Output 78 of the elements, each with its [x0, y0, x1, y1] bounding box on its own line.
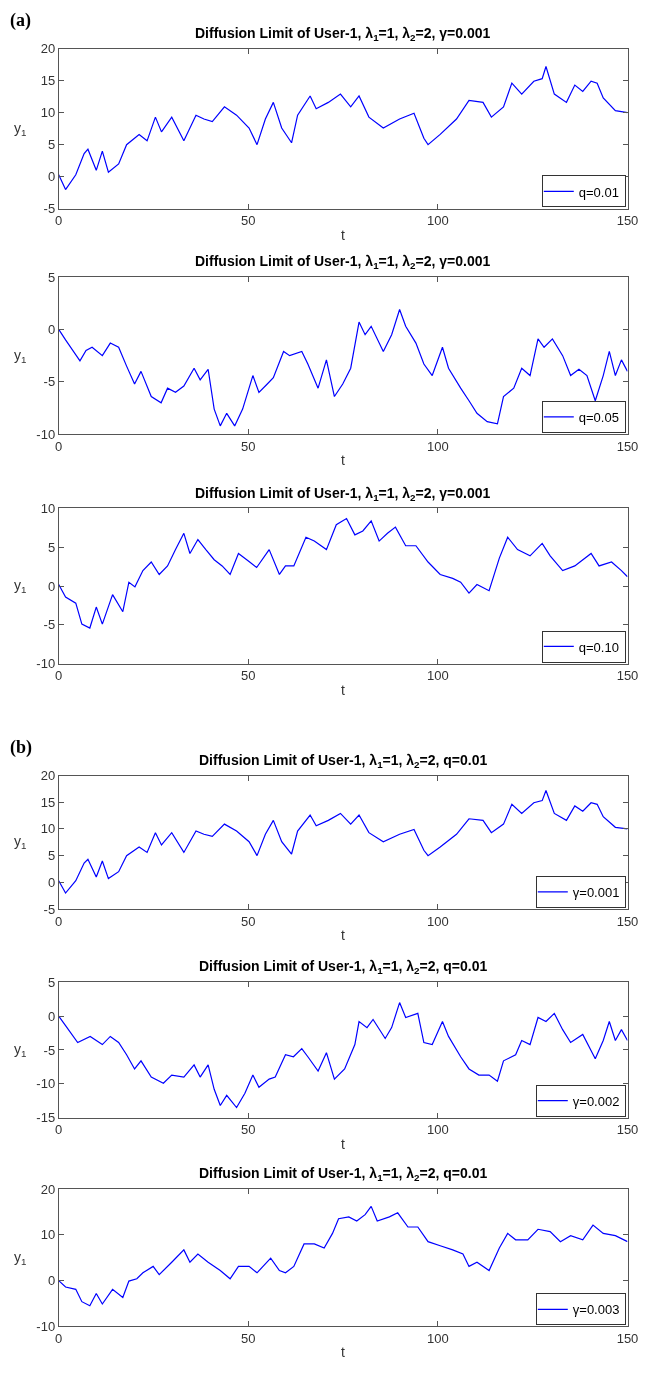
y-tick-label: -10: [36, 1076, 56, 1092]
x-tick-label: 150: [616, 913, 639, 929]
y-tick-label: 20: [40, 1181, 56, 1197]
x-tick-label: 100: [427, 1122, 449, 1138]
y-tick-label: 10: [40, 105, 56, 121]
y-tick-label: 0: [47, 1008, 56, 1024]
y-axis-title: y$_{1}$: [14, 120, 27, 138]
text: (b): [10, 737, 32, 758]
y-tick-label: 0: [47, 321, 56, 337]
legend-label: γ=0.003: [572, 1302, 620, 1318]
y-tick-label: 5: [47, 539, 56, 555]
line-series: [58, 308, 628, 427]
y-tick-label: 5: [47, 269, 56, 285]
y-tick-label: 15: [40, 794, 56, 810]
chart-title: Diffusion Limit of User-1, λ$_{1}$=1, λ$_{2}$=2, γ=0.001: [195, 25, 491, 43]
y-tick-label: 20: [40, 41, 56, 57]
legend-label: γ=0.001: [572, 884, 620, 900]
y-tick-label: 15: [40, 73, 56, 89]
y-tick-label: -10: [36, 426, 56, 442]
y-axis-title: y$_{1}$: [14, 577, 27, 595]
y-tick-label: 5: [47, 137, 56, 153]
y-tick-label: 10: [40, 821, 56, 837]
y-tick-label: -5: [43, 617, 56, 633]
x-tick-label: 100: [427, 913, 449, 929]
legend-label: q=0.10: [578, 639, 619, 655]
chart-title: Diffusion Limit of User-1, λ$_{1}$=1, λ$_{2}$=2, γ=0.001: [195, 485, 491, 503]
chart-title: Diffusion Limit of User-1, λ$_{1}$=1, λ$_{2}$=2, γ=0.001: [195, 253, 491, 271]
legend-label: q=0.01: [578, 184, 619, 200]
y-tick-label: 5: [47, 974, 56, 990]
x-tick-label: 50: [241, 913, 256, 929]
y-tick-label: 0: [47, 169, 56, 185]
x-tick-label: 50: [241, 1122, 256, 1138]
line-series: [58, 517, 628, 629]
x-axis-title: t: [341, 1344, 345, 1360]
x-tick-label: 50: [241, 213, 256, 229]
y-axis-title: y$_{1}$: [14, 1041, 27, 1059]
x-tick-label: 50: [241, 1331, 256, 1347]
y-tick-label: 5: [47, 848, 56, 864]
y-axis-title: y$_{1}$: [14, 347, 27, 365]
y-axis-title: y$_{1}$: [14, 1249, 27, 1267]
y-tick-label: -15: [36, 1110, 56, 1126]
y-tick-label: -10: [36, 1318, 56, 1334]
line-series: [58, 1205, 628, 1307]
y-tick-label: -5: [43, 201, 56, 217]
x-tick-label: 150: [616, 213, 639, 229]
x-tick-label: 100: [427, 438, 449, 454]
x-tick-label: 100: [427, 213, 449, 229]
y-tick-label: -10: [36, 656, 56, 672]
x-axis-title: t: [341, 227, 345, 243]
chart-title: Diffusion Limit of User-1, λ$_{1}$=1, λ$_{2}$=2, q=0.01: [199, 958, 488, 976]
y-tick-label: 10: [40, 1227, 56, 1243]
x-tick-label: 100: [427, 1331, 449, 1347]
y-tick-label: 10: [40, 501, 56, 517]
legend-label: γ=0.002: [572, 1093, 620, 1109]
y-tick-label: -5: [43, 901, 56, 917]
x-tick-label: 150: [616, 438, 639, 454]
y-tick-label: -5: [43, 1042, 56, 1058]
text: (a): [10, 10, 31, 31]
legend-label: q=0.05: [578, 410, 619, 426]
y-tick-label: -5: [43, 374, 56, 390]
x-axis-title: t: [341, 682, 345, 698]
y-tick-label: 0: [47, 874, 56, 890]
x-axis-title: t: [341, 927, 345, 943]
x-tick-label: 150: [616, 668, 639, 684]
x-tick-label: 50: [241, 438, 256, 454]
y-tick-label: 20: [40, 768, 56, 784]
x-axis-title: t: [341, 1136, 345, 1152]
x-tick-label: 50: [241, 668, 256, 684]
x-tick-label: 150: [616, 1331, 639, 1347]
y-tick-label: 0: [47, 1273, 56, 1289]
x-tick-label: 100: [427, 668, 449, 684]
y-tick-label: 0: [47, 578, 56, 594]
x-tick-label: 150: [616, 1122, 639, 1138]
line-series: [58, 1001, 628, 1109]
chart-title: Diffusion Limit of User-1, λ$_{1}$=1, λ$_{2}$=2, q=0.01: [199, 1165, 488, 1183]
y-axis-title: y$_{1}$: [14, 833, 27, 851]
x-axis-title: t: [341, 452, 345, 468]
chart-title: Diffusion Limit of User-1, λ$_{1}$=1, λ$_{2}$=2, q=0.01: [199, 752, 488, 770]
